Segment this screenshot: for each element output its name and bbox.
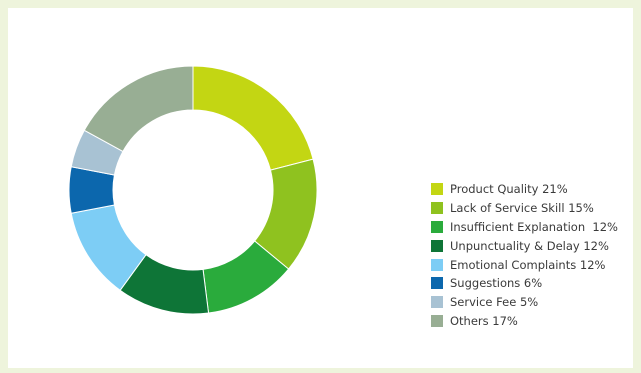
- legend-swatch: [431, 258, 443, 271]
- legend-label: Suggestions 6%: [450, 276, 543, 291]
- donut-slice-7: [83, 65, 194, 153]
- legend-swatch: [431, 183, 443, 196]
- legend-item: Suggestions 6%: [431, 274, 618, 293]
- chart-legend: Product Quality 21% Lack of Service Skill…: [431, 180, 618, 330]
- chart-panel: Product Quality 21% Lack of Service Skill…: [8, 8, 633, 368]
- legend-item: Unpunctuality & Delay 12%: [431, 236, 618, 255]
- legend-label: Service Fee 5%: [450, 295, 539, 310]
- legend-item: Product Quality 21%: [431, 180, 618, 199]
- legend-swatch: [431, 202, 443, 215]
- legend-swatch: [431, 239, 443, 252]
- legend-label: Unpunctuality & Delay 12%: [450, 238, 609, 253]
- legend-swatch: [431, 296, 443, 309]
- legend-item: Emotional Complaints 12%: [431, 255, 618, 274]
- donut-chart: [68, 65, 318, 315]
- legend-swatch: [431, 277, 443, 290]
- legend-swatch: [431, 220, 443, 233]
- legend-item: Lack of Service Skill 15%: [431, 199, 618, 218]
- legend-label: Emotional Complaints 12%: [450, 257, 606, 272]
- legend-item: Service Fee 5%: [431, 293, 618, 312]
- legend-item: Insufficient Explanation 12%: [431, 218, 618, 237]
- donut-slice-0: [192, 65, 314, 171]
- legend-label: Product Quality 21%: [450, 182, 568, 197]
- legend-swatch: [431, 314, 443, 327]
- legend-label: Others 17%: [450, 313, 518, 328]
- legend-label: Insufficient Explanation 12%: [450, 219, 618, 234]
- legend-item: Others 17%: [431, 312, 618, 331]
- legend-label: Lack of Service Skill 15%: [450, 201, 594, 216]
